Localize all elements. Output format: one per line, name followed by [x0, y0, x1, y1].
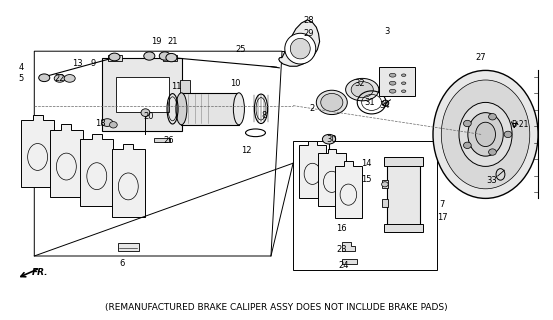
Ellipse shape [109, 53, 120, 61]
Text: FR.: FR. [32, 268, 49, 277]
Bar [181, 93, 239, 125]
Text: 28: 28 [303, 16, 314, 25]
Ellipse shape [290, 38, 310, 59]
Bar [118, 243, 139, 251]
Ellipse shape [389, 73, 396, 77]
Text: 26: 26 [163, 136, 174, 145]
Text: 18: 18 [95, 119, 106, 128]
Text: 16: 16 [336, 224, 347, 233]
Ellipse shape [39, 74, 50, 82]
Text: 9: 9 [90, 60, 96, 68]
Text: 25: 25 [236, 45, 246, 54]
Ellipse shape [316, 90, 347, 115]
Polygon shape [342, 242, 355, 251]
Ellipse shape [233, 93, 244, 125]
Ellipse shape [351, 82, 373, 98]
Ellipse shape [64, 75, 75, 82]
Ellipse shape [382, 182, 388, 187]
Text: 15: 15 [361, 175, 371, 184]
Ellipse shape [166, 53, 177, 62]
Ellipse shape [401, 82, 406, 84]
Polygon shape [50, 124, 83, 197]
Ellipse shape [504, 131, 512, 138]
Bar [387, 163, 420, 226]
Bar [382, 180, 388, 188]
Ellipse shape [346, 78, 379, 101]
Text: 24: 24 [339, 261, 349, 270]
Ellipse shape [401, 74, 406, 76]
Polygon shape [335, 161, 362, 218]
Bar [384, 224, 423, 232]
Text: 11: 11 [171, 82, 181, 91]
Text: 13: 13 [72, 60, 83, 68]
Text: 2: 2 [310, 104, 315, 113]
Text: 7: 7 [440, 200, 445, 209]
Text: 34: 34 [379, 101, 390, 110]
Ellipse shape [321, 93, 343, 111]
Ellipse shape [102, 119, 113, 126]
Ellipse shape [463, 142, 471, 148]
Text: 8: 8 [262, 111, 267, 120]
Ellipse shape [144, 52, 155, 60]
Ellipse shape [459, 102, 512, 166]
Text: 21: 21 [168, 37, 178, 46]
Text: 6: 6 [119, 260, 124, 268]
Text: 30: 30 [326, 135, 337, 144]
Ellipse shape [285, 33, 316, 64]
Text: 10: 10 [230, 79, 240, 88]
Bar [384, 157, 423, 166]
Ellipse shape [463, 120, 471, 127]
Polygon shape [112, 144, 145, 217]
Ellipse shape [176, 93, 187, 125]
Text: 4: 4 [18, 63, 24, 72]
Ellipse shape [159, 52, 170, 60]
Bar [102, 58, 182, 131]
Text: 17: 17 [437, 213, 448, 222]
Ellipse shape [489, 114, 497, 120]
Ellipse shape [441, 80, 530, 189]
Polygon shape [299, 140, 326, 197]
Bar [379, 67, 415, 96]
Bar [180, 80, 190, 109]
Text: 19: 19 [152, 37, 161, 46]
Text: 12: 12 [241, 146, 251, 155]
Ellipse shape [54, 75, 65, 82]
Polygon shape [318, 148, 346, 206]
Bar [116, 77, 169, 112]
Bar [154, 138, 170, 142]
Text: 33: 33 [487, 176, 498, 185]
Ellipse shape [389, 89, 396, 93]
Ellipse shape [489, 149, 497, 155]
Polygon shape [21, 115, 54, 187]
Polygon shape [342, 259, 357, 264]
Text: 20: 20 [143, 112, 153, 121]
Ellipse shape [468, 113, 503, 156]
Ellipse shape [433, 70, 538, 198]
Text: 3: 3 [384, 28, 390, 36]
Ellipse shape [141, 109, 150, 116]
Ellipse shape [401, 90, 406, 92]
Text: 23: 23 [336, 245, 347, 254]
Text: 32: 32 [354, 79, 365, 88]
Ellipse shape [476, 122, 495, 147]
Text: B-21: B-21 [511, 120, 529, 129]
Bar [163, 55, 177, 61]
Ellipse shape [322, 134, 336, 144]
Text: (REMANUFACTURED BRAKE CALIPER ASSY DOES NOT INCLUDE BRAKE PADS): (REMANUFACTURED BRAKE CALIPER ASSY DOES … [105, 303, 448, 312]
Text: 27: 27 [476, 53, 487, 62]
Polygon shape [80, 134, 113, 206]
Polygon shape [279, 20, 320, 66]
Bar [382, 199, 388, 207]
Text: 31: 31 [364, 98, 375, 107]
Text: 5: 5 [18, 74, 24, 83]
Ellipse shape [389, 81, 396, 85]
Ellipse shape [109, 122, 117, 128]
Text: 29: 29 [304, 29, 314, 38]
Text: 14: 14 [361, 159, 371, 168]
Bar [108, 55, 122, 61]
Text: 22: 22 [54, 74, 64, 83]
